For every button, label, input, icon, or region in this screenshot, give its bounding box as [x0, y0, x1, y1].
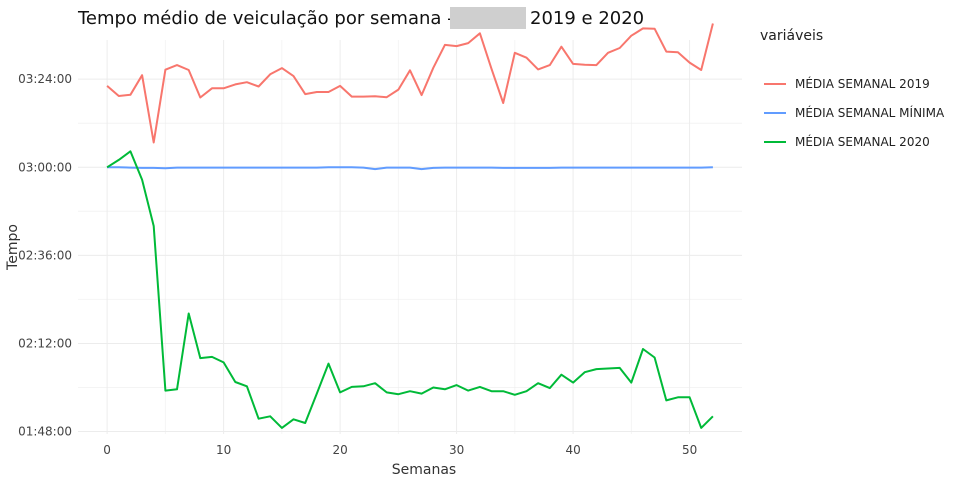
legend-label-1: MÉDIA SEMANAL 2019	[795, 76, 930, 91]
x-tick-label: 30	[449, 443, 464, 457]
tick-labels: 0 10 20 30 40 50 01:48:00 02:12:00 02:36:00 03:00…	[18, 72, 697, 457]
x-tick-label: 50	[682, 443, 697, 457]
x-tick-label: 0	[103, 443, 111, 457]
legend: MÉDIA SEMANAL 2019 MÉDIA SEMANAL MÍNIMA MÉ…	[764, 76, 945, 149]
x-tick-label: 20	[332, 443, 347, 457]
x-tick-label: 40	[565, 443, 580, 457]
series-lines	[106, 23, 714, 429]
series-line-2	[107, 166, 713, 171]
chart-title-suffix: 2019 e 2020	[530, 8, 644, 29]
redacted-text-block	[450, 7, 526, 29]
legend-label-2: MÉDIA SEMANAL MÍNIMA	[795, 105, 945, 120]
y-tick-label: 01:48:00	[18, 425, 72, 439]
x-axis-label: Semanas	[392, 462, 456, 478]
legend-label-3: MÉDIA SEMANAL 2020	[795, 134, 930, 149]
series-line-1	[106, 23, 714, 144]
y-tick-label: 02:12:00	[18, 336, 72, 350]
x-tick-label: 10	[216, 443, 231, 457]
chart-title: Tempo médio de veiculação por semana -	[77, 8, 454, 29]
y-tick-label: 03:24:00	[18, 72, 72, 86]
y-tick-label: 02:36:00	[18, 248, 72, 262]
series-line-3	[106, 150, 714, 429]
y-axis-label: Tempo	[5, 224, 21, 271]
legend-title: variáveis	[760, 28, 823, 44]
grid	[78, 40, 742, 434]
y-tick-label: 03:00:00	[18, 160, 72, 174]
